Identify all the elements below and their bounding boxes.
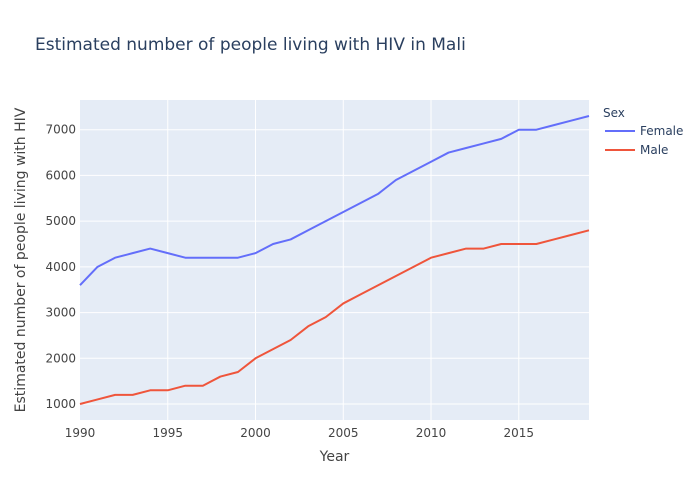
x-tick-label: 1990 (65, 426, 96, 440)
series-line-male (79, 229, 590, 405)
y-tick-label: 4000 (45, 260, 76, 274)
chart-title: Estimated number of people living with H… (35, 35, 466, 55)
legend: Sex Female Male (603, 106, 683, 157)
x-tick-label: 2010 (416, 426, 447, 440)
y-tick-label: 5000 (45, 214, 76, 228)
series-group (79, 115, 590, 405)
y-tick-label: 2000 (45, 351, 76, 365)
x-axis-title: Year (319, 449, 350, 465)
grid (80, 100, 589, 420)
y-tick-label: 6000 (45, 168, 76, 182)
plot-area (80, 100, 589, 420)
y-axis-title: Estimated number of people living with H… (13, 107, 29, 412)
x-axis-ticks: 1990 1995 2000 2005 2010 2015 (65, 426, 534, 440)
x-tick-label: 2015 (504, 426, 535, 440)
y-tick-label: 3000 (45, 306, 76, 320)
legend-label-male[interactable]: Male (640, 143, 668, 157)
x-tick-label: 2005 (328, 426, 359, 440)
legend-title: Sex (603, 106, 625, 120)
series-line-female (79, 115, 590, 286)
x-tick-label: 2000 (240, 426, 271, 440)
y-tick-label: 7000 (45, 123, 76, 137)
legend-label-female[interactable]: Female (640, 124, 683, 138)
x-tick-label: 1995 (152, 426, 183, 440)
y-tick-label: 1000 (45, 397, 76, 411)
y-axis-ticks: 1000 2000 3000 4000 5000 6000 7000 (45, 123, 76, 411)
